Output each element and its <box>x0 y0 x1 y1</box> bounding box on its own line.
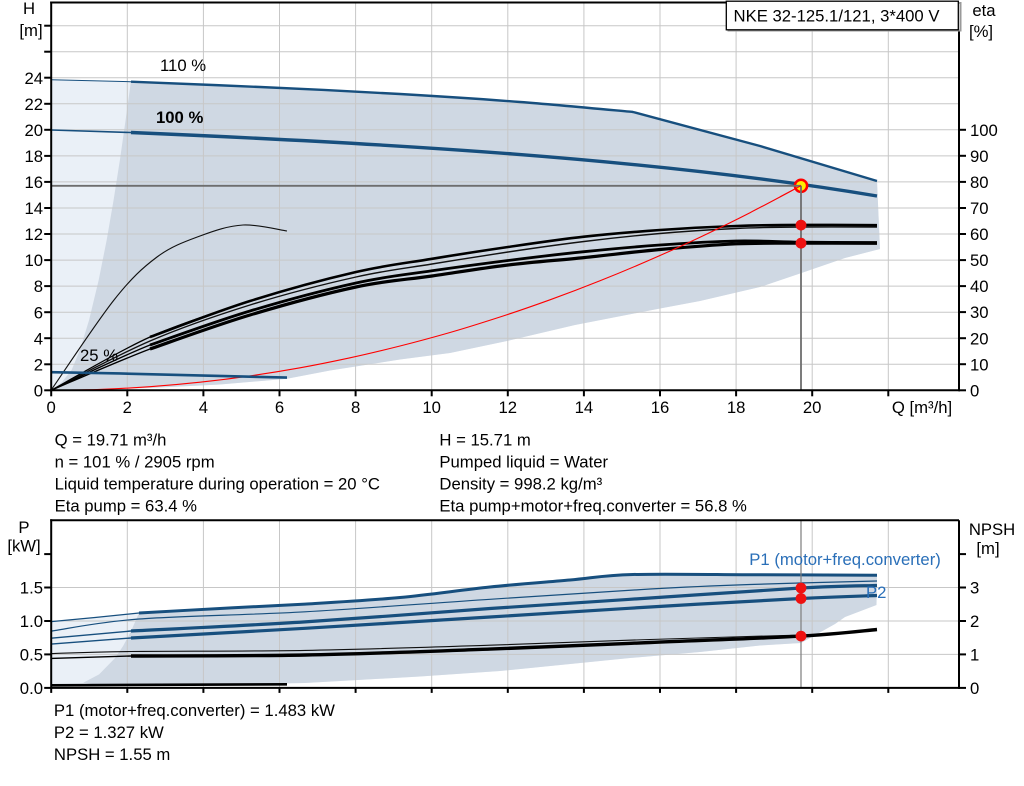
svg-text:NKE 32-125.1/121, 3*400 V: NKE 32-125.1/121, 3*400 V <box>734 7 941 26</box>
svg-text:P2: P2 <box>866 583 886 602</box>
svg-text:n = 101 % / 2905 rpm: n = 101 % / 2905 rpm <box>55 452 215 471</box>
svg-text:Liquid temperature during oper: Liquid temperature during operation = 20… <box>55 474 380 493</box>
svg-text:H = 15.71 m: H = 15.71 m <box>439 430 530 449</box>
svg-text:10: 10 <box>24 251 43 270</box>
svg-text:0: 0 <box>970 381 979 400</box>
svg-text:30: 30 <box>970 303 989 322</box>
svg-text:eta: eta <box>972 1 996 20</box>
svg-text:4: 4 <box>34 329 43 348</box>
svg-text:1: 1 <box>970 646 979 665</box>
svg-text:Pumped liquid = Water: Pumped liquid = Water <box>439 452 608 471</box>
svg-text:Eta pump+motor+freq.converter: Eta pump+motor+freq.converter = 56.8 % <box>439 496 747 515</box>
svg-text:P: P <box>18 518 29 537</box>
svg-text:18: 18 <box>24 147 43 166</box>
svg-text:40: 40 <box>970 277 989 296</box>
svg-text:100: 100 <box>970 121 998 140</box>
svg-text:16: 16 <box>24 173 43 192</box>
svg-text:Q = 19.71 m³/h: Q = 19.71 m³/h <box>55 430 167 449</box>
svg-text:20: 20 <box>803 398 822 417</box>
svg-text:22: 22 <box>24 95 43 114</box>
svg-text:8: 8 <box>351 398 360 417</box>
svg-text:2: 2 <box>123 398 132 417</box>
svg-text:P2 = 1.327 kW: P2 = 1.327 kW <box>54 723 164 742</box>
svg-text:NPSH: NPSH <box>969 520 1015 539</box>
svg-text:18: 18 <box>727 398 746 417</box>
svg-text:P1 (motor+freq.converter): P1 (motor+freq.converter) <box>749 550 941 569</box>
svg-text:NPSH = 1.55 m: NPSH = 1.55 m <box>54 745 170 764</box>
svg-text:0.5: 0.5 <box>20 646 43 665</box>
svg-text:20: 20 <box>24 121 43 140</box>
svg-text:1.0: 1.0 <box>20 612 43 631</box>
svg-text:0: 0 <box>34 381 43 400</box>
svg-text:Eta pump = 63.4 %: Eta pump = 63.4 % <box>55 496 198 515</box>
svg-text:50: 50 <box>970 251 989 270</box>
svg-text:0: 0 <box>47 398 56 417</box>
svg-text:6: 6 <box>34 303 43 322</box>
svg-text:14: 14 <box>24 199 43 218</box>
svg-text:8: 8 <box>34 277 43 296</box>
svg-text:10: 10 <box>970 355 989 374</box>
svg-text:0.0: 0.0 <box>20 679 43 698</box>
svg-text:20: 20 <box>970 329 989 348</box>
svg-text:[m]: [m] <box>976 539 999 558</box>
svg-text:4: 4 <box>199 398 208 417</box>
svg-text:80: 80 <box>970 173 989 192</box>
svg-text:2: 2 <box>34 355 43 374</box>
svg-text:10: 10 <box>422 398 441 417</box>
svg-text:2: 2 <box>970 612 979 631</box>
svg-text:70: 70 <box>970 199 989 218</box>
svg-text:14: 14 <box>575 398 594 417</box>
svg-text:3: 3 <box>970 579 979 598</box>
svg-text:12: 12 <box>499 398 518 417</box>
svg-text:12: 12 <box>24 225 43 244</box>
svg-text:H: H <box>23 0 35 18</box>
svg-text:60: 60 <box>970 225 989 244</box>
svg-text:110 %: 110 % <box>160 56 206 75</box>
svg-text:0: 0 <box>970 679 979 698</box>
svg-text:100 %: 100 % <box>156 108 203 127</box>
svg-text:[%]: [%] <box>969 22 993 41</box>
svg-text:24: 24 <box>24 69 43 88</box>
svg-text:25 %: 25 % <box>80 346 118 365</box>
svg-text:[kW]: [kW] <box>7 537 40 556</box>
svg-text:Density = 998.2 kg/m³: Density = 998.2 kg/m³ <box>439 474 602 493</box>
svg-text:Q [m³/h]: Q [m³/h] <box>892 398 952 417</box>
svg-text:P1 (motor+freq.converter) = 1.: P1 (motor+freq.converter) = 1.483 kW <box>54 701 335 720</box>
svg-text:6: 6 <box>275 398 284 417</box>
svg-text:16: 16 <box>651 398 670 417</box>
svg-text:1.5: 1.5 <box>20 579 43 598</box>
svg-text:[m]: [m] <box>19 21 42 40</box>
svg-text:90: 90 <box>970 147 989 166</box>
